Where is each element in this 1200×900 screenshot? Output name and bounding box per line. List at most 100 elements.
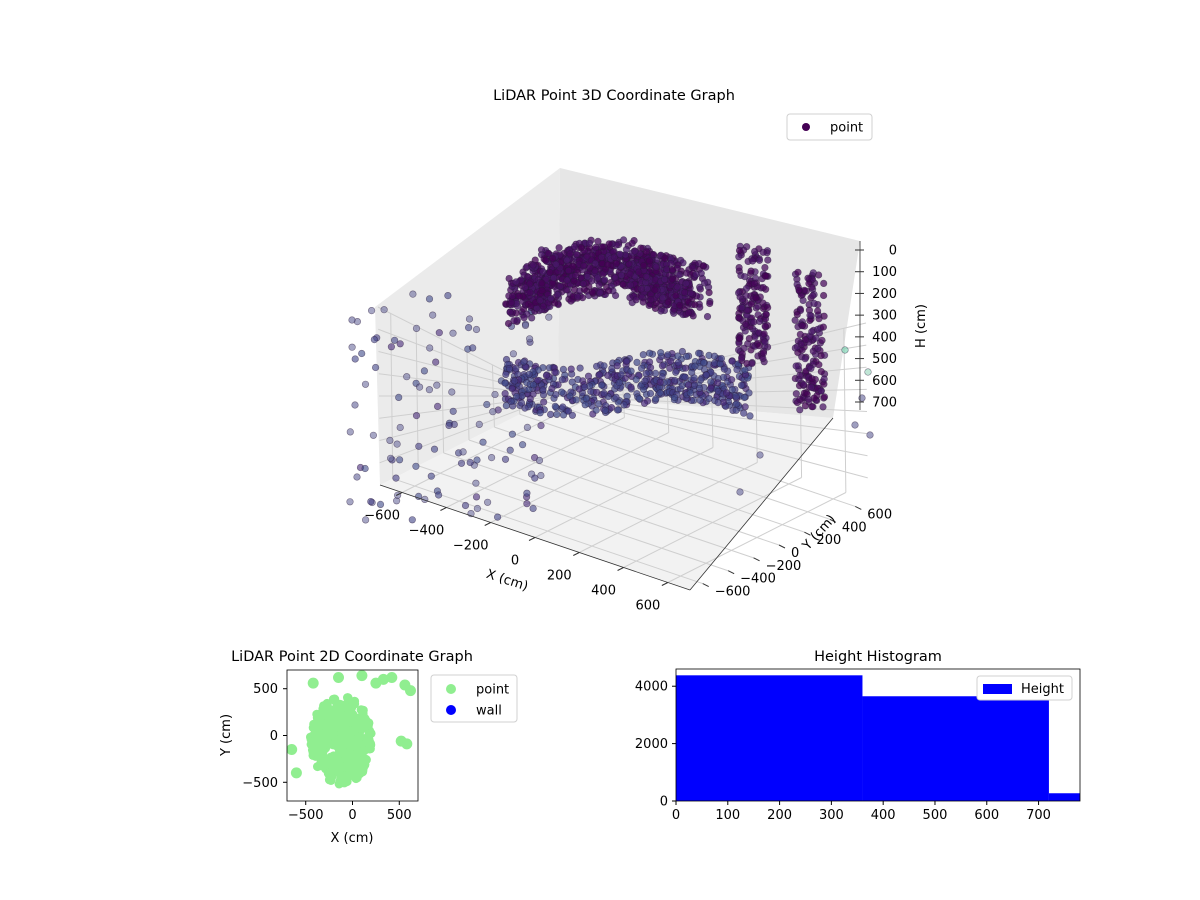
- point-marker: [728, 357, 736, 365]
- grid-line: [557, 395, 868, 435]
- point-marker: [657, 307, 665, 315]
- point-marker: [675, 271, 683, 279]
- point-marker: [796, 371, 804, 380]
- point-marker: [540, 398, 548, 406]
- point-marker: [403, 373, 411, 381]
- x-tick-label: 200: [767, 808, 792, 823]
- point-marker: [523, 489, 531, 497]
- point-marker: [632, 375, 640, 384]
- grid-line: [579, 462, 758, 553]
- y-axis-label-2d: Y (cm): [219, 714, 234, 757]
- point-marker: [572, 250, 581, 258]
- point-marker: [652, 263, 660, 271]
- point-marker: [864, 368, 872, 376]
- point-marker: [756, 451, 764, 459]
- point-marker: [641, 377, 649, 385]
- point-marker: [656, 378, 664, 386]
- point-marker: [469, 344, 477, 352]
- point-marker: [699, 262, 707, 270]
- point-marker: [531, 474, 539, 482]
- point-marker: [626, 270, 634, 278]
- point-marker: [645, 349, 654, 357]
- point-marker-2d: [366, 740, 376, 750]
- point-marker: [717, 354, 726, 363]
- point-marker: [582, 395, 590, 403]
- point-marker: [551, 402, 559, 411]
- point-marker: [637, 285, 645, 293]
- point-marker: [668, 275, 677, 283]
- point-marker: [710, 352, 719, 360]
- point-marker: [750, 318, 758, 326]
- point-marker: [792, 362, 800, 370]
- chart-3d-title: LiDAR Point 3D Coordinate Graph: [493, 88, 735, 104]
- point-marker: [605, 240, 613, 248]
- point-marker: [412, 462, 420, 470]
- point-marker: [426, 344, 434, 352]
- legend-3d-box: [786, 113, 873, 141]
- point-marker: [563, 256, 571, 264]
- point-marker: [593, 274, 602, 282]
- point-marker: [807, 364, 815, 373]
- point-marker: [820, 375, 828, 383]
- point-marker: [697, 376, 705, 384]
- point-marker: [728, 386, 736, 394]
- x-tick-mark: [528, 537, 536, 541]
- point-marker: [841, 346, 849, 354]
- point-marker: [671, 376, 679, 385]
- point-marker: [548, 384, 556, 393]
- point-marker: [579, 280, 587, 288]
- point-marker: [619, 280, 627, 289]
- point-marker: [568, 378, 576, 386]
- y-tick-mark: [778, 544, 786, 549]
- point-marker: [617, 371, 625, 379]
- point-marker-2d: [401, 738, 413, 750]
- point-marker: [529, 381, 538, 389]
- point-marker: [576, 364, 584, 372]
- point-marker: [808, 375, 816, 383]
- x-tick-label: 600: [974, 808, 999, 823]
- point-marker: [555, 244, 563, 252]
- point-marker: [794, 268, 802, 276]
- point-marker: [510, 317, 518, 325]
- histogram-title: Height Histogram: [814, 649, 942, 665]
- point-marker: [632, 296, 640, 304]
- point-marker: [563, 276, 571, 284]
- point-marker-2d: [333, 705, 343, 715]
- point-marker: [748, 359, 756, 368]
- legend-histogram-label: Height: [1021, 682, 1064, 697]
- point-marker: [745, 335, 753, 343]
- point-marker: [764, 256, 772, 264]
- x-ticks-histogram: 0 100 200 300 400 500 600 700: [672, 801, 1051, 823]
- point-marker: [361, 464, 369, 473]
- point-marker: [750, 279, 759, 288]
- point-marker: [472, 479, 480, 487]
- point-marker: [696, 283, 704, 291]
- point-marker: [432, 358, 440, 366]
- x-tick-mark: [395, 492, 403, 496]
- x-tick-label: 500: [387, 808, 412, 823]
- point-marker: [705, 394, 713, 403]
- point-marker: [646, 364, 655, 372]
- point-marker: [738, 304, 746, 312]
- point-marker: [577, 244, 586, 252]
- grid-line: [545, 400, 856, 507]
- point-marker: [511, 377, 519, 385]
- histogram-bar: [676, 675, 863, 801]
- point-marker: [593, 388, 601, 396]
- point-marker-2d: [323, 707, 333, 717]
- point-marker: [796, 330, 804, 339]
- point-marker: [570, 243, 579, 251]
- point-marker: [505, 274, 513, 283]
- histogram-bar: [1048, 793, 1080, 801]
- point-marker-2d: [316, 757, 326, 767]
- point-marker: [795, 286, 803, 295]
- point-marker: [572, 396, 580, 404]
- point-marker: [792, 390, 800, 398]
- point-marker: [810, 299, 818, 308]
- y-tick-label: −200: [766, 559, 802, 574]
- point-marker: [657, 349, 665, 357]
- point-marker: [521, 283, 529, 291]
- legend-3d-label: point: [830, 121, 863, 136]
- point-marker: [353, 473, 361, 481]
